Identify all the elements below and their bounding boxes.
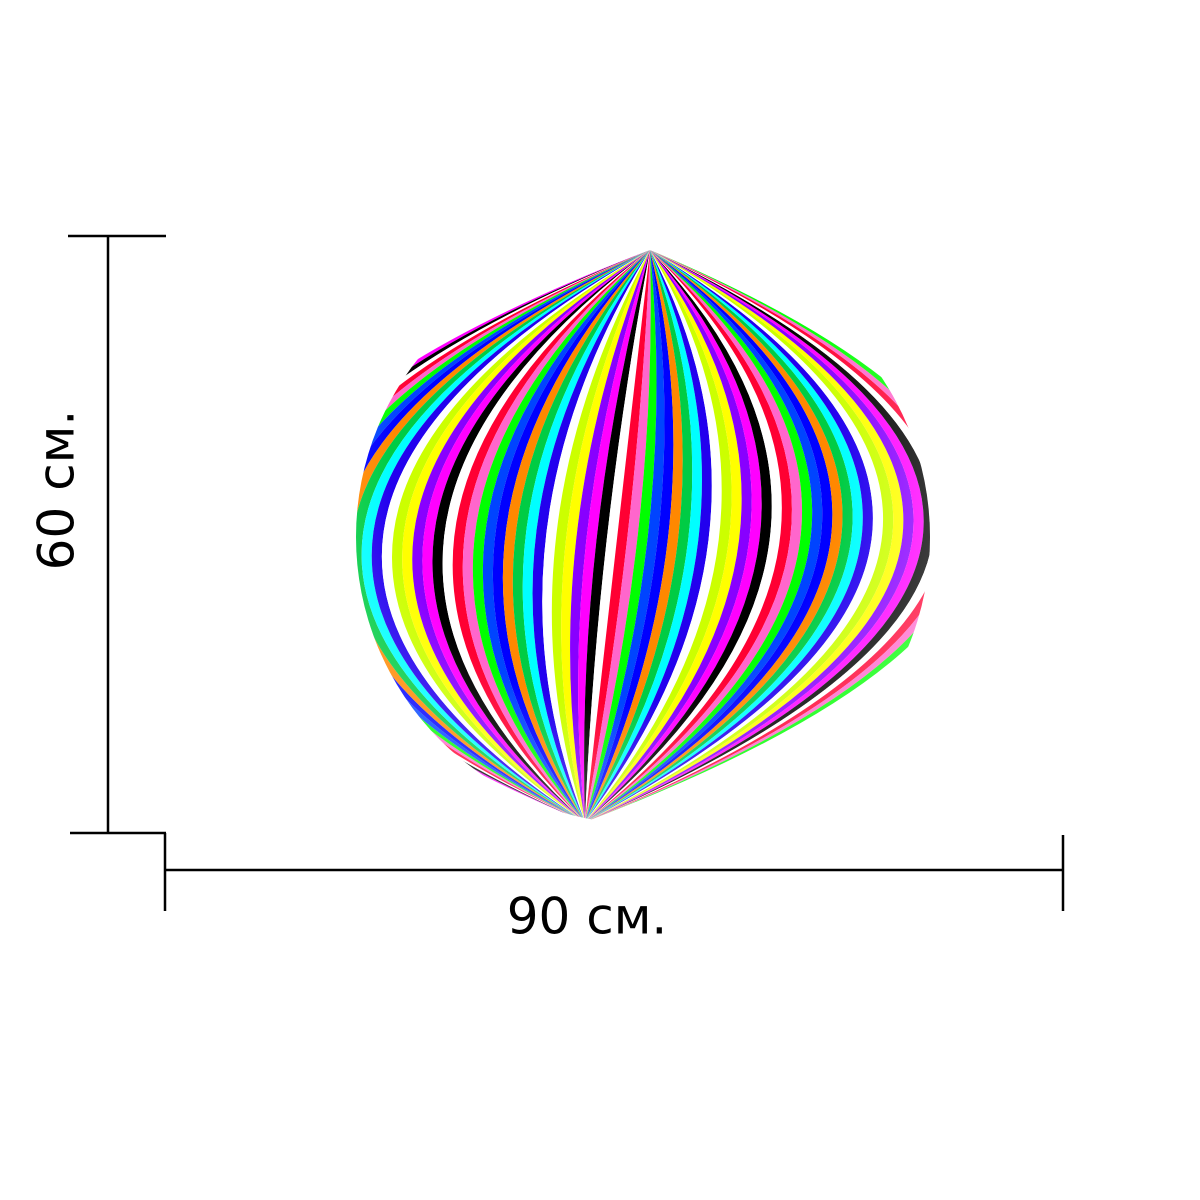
height-label: 60 см. <box>28 410 86 571</box>
sphere-shine <box>356 250 930 824</box>
width-label: 90 см. <box>507 888 668 946</box>
